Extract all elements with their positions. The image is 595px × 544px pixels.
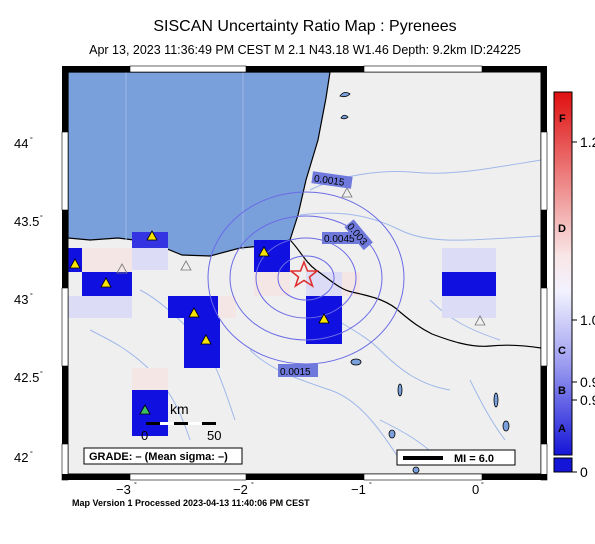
longitude-labels: −3 ° −2 ° −1 ° 0 ° [116, 481, 484, 497]
map-frame [61, 65, 548, 481]
grade-letter: A [558, 423, 566, 435]
epicenter-star [288, 259, 320, 288]
colorbar-value: 1.0 [580, 312, 595, 328]
lat-label: 44 [14, 136, 28, 151]
grade-letter: C [558, 345, 566, 357]
lat-label: 43.5 [14, 214, 39, 229]
lon-label: 0 [472, 482, 479, 497]
grade-letter: F [559, 113, 566, 125]
lon-label: −3 [116, 482, 131, 497]
svg-text:°: ° [30, 136, 33, 144]
grade-text: GRADE: – (Mean sigma: –) [89, 451, 228, 463]
lon-label: −2 [233, 482, 248, 497]
colorbar-values: 1.2 1.0 0.9 0.9 0 [580, 134, 595, 480]
grade-letter: D [558, 223, 566, 235]
svg-text:°: ° [251, 481, 254, 489]
contour-label: 0.0045 [324, 234, 355, 245]
map-title: SISCAN Uncertainty Ratio Map : Pyrenees [153, 18, 457, 35]
svg-text:°: ° [134, 481, 137, 489]
contour-label: 0.0015 [280, 367, 311, 378]
svg-text:°: ° [30, 450, 33, 458]
lat-label: 43 [14, 292, 28, 307]
lon-label: −1 [351, 482, 366, 497]
sea-area [68, 72, 331, 257]
scale-bar: km 0 50 [141, 401, 221, 443]
colorbar: 1.2 1.0 0.9 0.9 0 F D C B A [553, 91, 595, 480]
colorbar-grades: F D C B A [558, 113, 566, 435]
latitude-labels: 44 ° 43.5 ° 43 ° 42.5 ° 42 ° [14, 136, 43, 465]
grade-box: GRADE: – (Mean sigma: –) [83, 447, 243, 465]
svg-text:°: ° [40, 370, 43, 378]
mi-text: MI = 6.0 [454, 453, 494, 465]
colorbar-value: 1.2 [580, 134, 595, 150]
colorbar-value: 0 [580, 464, 588, 480]
scale-tick: 50 [207, 428, 221, 443]
svg-text:°: ° [30, 292, 33, 300]
contour-label: 0.0015 [313, 174, 345, 189]
svg-text:°: ° [369, 481, 372, 489]
colorbar-value: 0.9 [580, 392, 595, 408]
event-subtitle: Apr 13, 2023 11:36:49 PM CEST M 2.1 N43.… [89, 43, 521, 57]
scale-unit: km [170, 401, 189, 417]
lat-label: 42 [14, 450, 28, 465]
mi-box: MI = 6.0 [396, 449, 516, 466]
national-border [289, 239, 541, 349]
lat-label: 42.5 [14, 370, 39, 385]
contour-labels: 0.0015 0.0045 0.003 0.0015 [278, 171, 373, 378]
svg-text:°: ° [40, 214, 43, 222]
scale-tick: 0 [141, 428, 148, 443]
station-markers [69, 187, 486, 415]
processing-footer: Map Version 1 Processed 2023-04-13 11:40… [72, 498, 310, 508]
svg-text:°: ° [481, 481, 484, 489]
colorbar-value: 0.9 [580, 374, 595, 390]
grade-letter: B [558, 385, 566, 397]
